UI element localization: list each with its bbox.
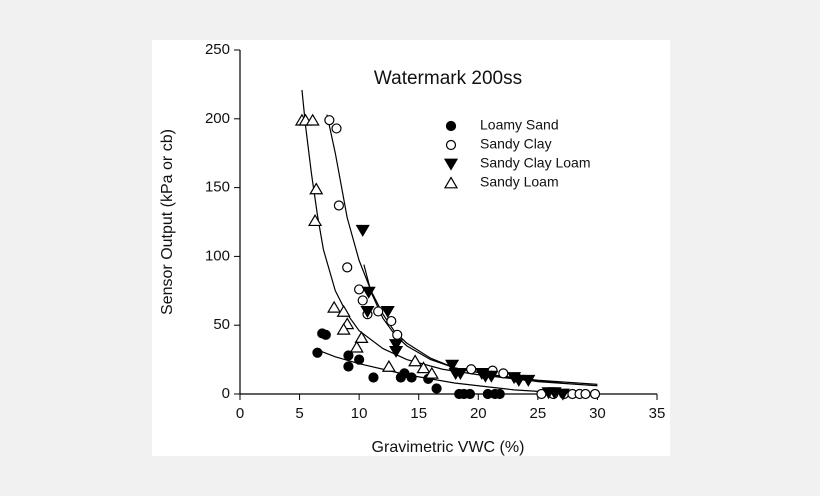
y-tick-label: 50 xyxy=(213,316,230,333)
point xyxy=(389,345,404,358)
point xyxy=(327,300,342,313)
point xyxy=(373,306,384,317)
y-tick-label: 250 xyxy=(205,41,230,58)
point xyxy=(320,329,331,340)
point xyxy=(331,123,342,134)
point xyxy=(589,388,601,400)
point xyxy=(389,339,404,352)
point xyxy=(406,372,417,383)
legend-label: Sandy Clay xyxy=(480,136,552,152)
legend-label: Sandy Loam xyxy=(480,174,559,190)
point xyxy=(305,113,320,126)
point xyxy=(360,306,375,319)
legend-label: Sandy Clay Loam xyxy=(480,155,591,171)
point xyxy=(416,361,431,374)
point xyxy=(368,372,379,383)
point xyxy=(336,304,351,317)
point xyxy=(386,315,397,327)
point xyxy=(308,214,323,227)
legend-marker xyxy=(445,139,457,151)
point xyxy=(555,388,570,401)
x-tick-label: 10 xyxy=(351,405,368,422)
point xyxy=(464,388,476,400)
point xyxy=(498,368,509,379)
chart-title: Watermark 200ss xyxy=(374,68,522,89)
x-tick-label: 15 xyxy=(410,405,427,422)
point xyxy=(354,354,365,365)
x-tick-label: 20 xyxy=(470,405,487,422)
point xyxy=(324,115,335,126)
legend-label: Loamy Sand xyxy=(480,117,559,133)
point xyxy=(342,262,353,273)
point xyxy=(408,354,423,367)
legend-marker xyxy=(443,176,459,189)
point xyxy=(580,388,591,400)
point xyxy=(357,295,368,306)
point xyxy=(361,286,376,299)
point xyxy=(354,284,365,295)
point xyxy=(466,364,477,375)
y-tick-label: 0 xyxy=(222,385,230,402)
point xyxy=(392,329,403,340)
legend-marker xyxy=(445,120,457,132)
y-tick-label: 100 xyxy=(205,247,230,264)
x-axis-title: Gravimetric VWC (%) xyxy=(372,439,525,456)
point xyxy=(309,182,324,195)
point xyxy=(380,306,395,319)
y-tick-label: 150 xyxy=(205,179,230,196)
point xyxy=(343,350,354,361)
chart-background xyxy=(152,40,670,456)
point xyxy=(312,347,323,358)
point xyxy=(343,361,354,372)
x-tick-label: 30 xyxy=(589,405,606,422)
point xyxy=(453,367,468,380)
point xyxy=(484,370,499,383)
point xyxy=(424,366,439,379)
y-axis-title: Sensor Output (kPa or cb) xyxy=(159,129,176,315)
point xyxy=(521,374,536,387)
point xyxy=(354,331,369,343)
point xyxy=(333,200,344,211)
point xyxy=(431,383,442,394)
point xyxy=(349,340,364,353)
legend-marker xyxy=(443,158,459,171)
point xyxy=(381,359,396,372)
x-tick-label: 5 xyxy=(295,405,303,422)
point xyxy=(445,359,460,372)
x-tick-label: 0 xyxy=(236,405,244,422)
point xyxy=(355,224,370,237)
point xyxy=(336,322,351,335)
x-tick-label: 35 xyxy=(649,405,666,422)
x-tick-label: 25 xyxy=(530,405,547,422)
point xyxy=(494,388,505,400)
y-tick-label: 200 xyxy=(205,110,230,127)
point xyxy=(511,374,526,387)
